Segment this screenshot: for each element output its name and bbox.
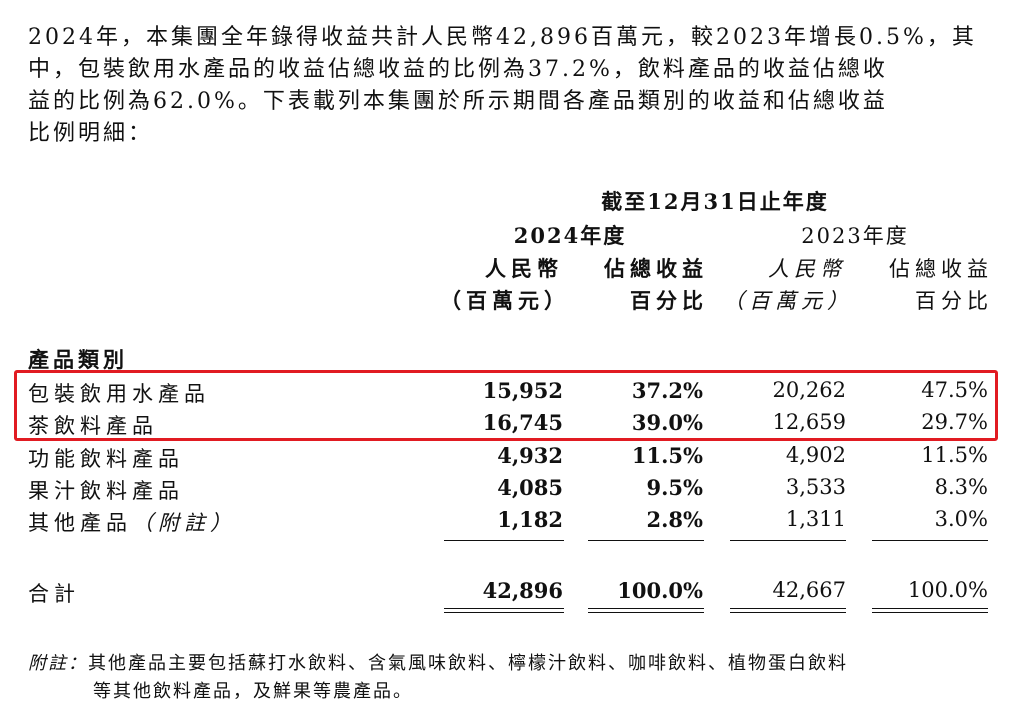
revenue-2024: 4,932 [497,443,563,468]
row-label: 功能飲料產品 [28,447,184,471]
subtotal-rule [588,540,704,541]
year-2023-header: 2023年度 [801,224,909,248]
total-double-rule [588,608,704,613]
intro-line: 比例明細： [28,121,154,146]
revenue-2023: 3,533 [785,475,846,499]
intro-line: 益的比例為62.0%。下表載列本集團於所示期間各產品類別的收益和佔總收益 [28,89,888,114]
total-double-rule [872,608,988,613]
highlight-box [14,370,998,441]
table-row: 茶飲料產品 16,745 39.0% 12,659 29.7% [0,410,1033,442]
row-label: 茶飲料產品 [28,414,158,438]
revenue-2024: 15,952 [482,378,563,403]
row-label: 其他產品（附註） [28,507,236,537]
revenue-2023: 1,311 [785,507,846,531]
revenue-2023: 12,659 [772,410,846,434]
percent-2023: 11.5% [921,443,988,467]
total-row: 合計 42,896 100.0% 42,667 100.0% [0,578,1033,610]
table-row: 功能飲料產品 4,932 11.5% 4,902 11.5% [0,443,1033,475]
revenue-2024: 4,085 [497,475,563,500]
col-pct-2023: 佔總收益 [889,257,993,281]
revenue-2023: 20,262 [772,378,846,402]
row-label-note: （附註） [132,511,236,535]
row-label-text: 其他產品 [28,511,132,535]
table-row: 其他產品（附註） 1,182 2.8% 1,311 3.0% [0,507,1033,539]
subtotal-rule [730,540,846,541]
revenue-2024: 16,745 [482,410,563,435]
col-rmb-2023: 人民幣 [768,257,846,281]
revenue-2023: 4,902 [785,443,846,467]
col-pct-unit-2024: 百分比 [630,288,708,313]
category-title: 產品類別 [28,347,128,372]
total-double-rule [730,608,846,613]
subtotal-rule [872,540,988,541]
row-label: 果汁飲料產品 [28,479,184,503]
total-revenue-2023: 42,667 [772,578,846,602]
percent-2024: 11.5% [631,443,703,468]
col-rmb-unit-2023: （百萬元） [723,289,853,313]
percent-2024: 39.0% [631,410,703,435]
percent-2024: 2.8% [646,507,704,532]
total-percent-2023: 100.0% [907,578,988,602]
percent-2024: 37.2% [631,378,703,403]
total-revenue-2024: 42,896 [482,578,563,603]
subtotal-rule [444,540,564,541]
table-row: 果汁飲料產品 4,085 9.5% 3,533 8.3% [0,475,1033,507]
percent-2023: 3.0% [934,507,988,531]
percent-2024: 9.5% [646,475,704,500]
footnote-line: 等其他飲料產品，及鮮果等農產品。 [93,681,413,702]
total-label: 合計 [28,582,80,606]
footnote-label: 附註： [28,653,88,674]
total-double-rule [444,608,564,613]
intro-line: 中，包裝飲用水產品的收益佔總收益的比例為37.2%，飲料產品的收益佔總收 [28,57,888,82]
row-label: 包裝飲用水產品 [28,382,210,406]
col-pct-unit-2023: 百分比 [915,289,993,313]
col-rmb-unit-2024: （百萬元） [440,288,570,313]
percent-2023: 29.7% [921,410,988,434]
col-rmb-2024: 人民幣 [485,256,563,281]
percent-2023: 47.5% [921,378,988,402]
intro-paragraph: 2024年，本集團全年錄得收益共計人民幣42,896百萬元，較2023年增長0.… [28,22,1003,150]
period-header: 截至12月31日止年度 [601,189,829,214]
year-2024-header: 2024年度 [513,223,627,248]
percent-2023: 8.3% [934,475,988,499]
intro-line: 2024年，本集團全年錄得收益共計人民幣42,896百萬元，較2023年增長0.… [28,25,977,50]
footnote-line: 其他產品主要包括蘇打水飲料、含氣風味飲料、檸檬汁飲料、咖啡飲料、植物蛋白飲料 [88,653,848,674]
footnote: 附註：其他產品主要包括蘇打水飲料、含氣風味飲料、檸檬汁飲料、咖啡飲料、植物蛋白飲… [28,650,998,706]
table-row: 包裝飲用水產品 15,952 37.2% 20,262 47.5% [0,378,1033,410]
col-pct-2024: 佔總收益 [604,256,708,281]
revenue-2024: 1,182 [497,507,563,532]
total-percent-2024: 100.0% [617,578,703,603]
